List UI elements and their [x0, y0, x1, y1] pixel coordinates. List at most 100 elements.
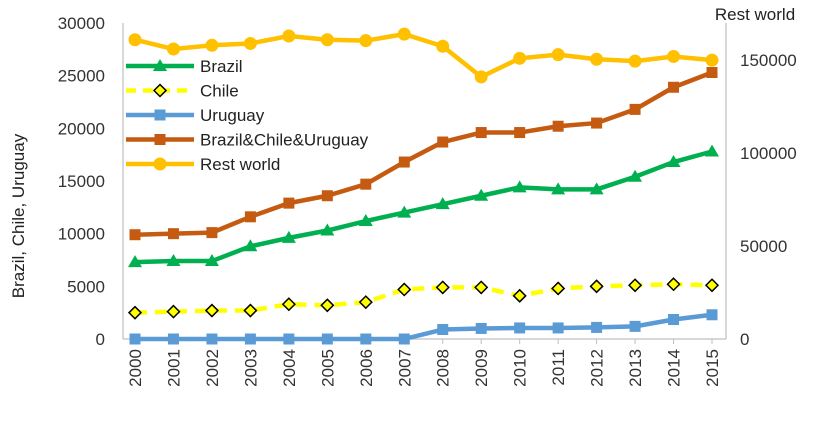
data-point	[705, 144, 719, 157]
data-point	[128, 33, 142, 47]
data-point	[129, 333, 141, 345]
data-point	[243, 36, 257, 50]
data-point	[321, 333, 333, 345]
series-rest-world	[128, 27, 719, 84]
x-tick-label: 2013	[626, 349, 645, 387]
y-tick-label: 10000	[58, 225, 105, 244]
data-point	[628, 54, 642, 68]
data-point	[204, 254, 219, 267]
x-tick-label: 2010	[511, 349, 530, 387]
legend-marker	[152, 83, 168, 98]
data-point	[474, 280, 489, 295]
legend-marker	[153, 157, 167, 171]
legend-item: Brazil	[126, 57, 243, 76]
y2-tick-label: 100000	[740, 144, 797, 163]
data-point	[591, 321, 603, 333]
data-point	[668, 81, 680, 93]
data-point	[358, 295, 373, 310]
series-brazil-chile-uruguay	[129, 67, 718, 241]
series-layer	[127, 27, 720, 345]
data-point	[243, 239, 258, 252]
x-tick-label: 2011	[549, 349, 568, 386]
data-point	[167, 333, 179, 345]
data-point	[205, 38, 219, 52]
legend-item: Uruguay	[126, 106, 265, 125]
data-point	[204, 303, 219, 318]
legend-label: Uruguay	[200, 106, 265, 125]
data-point	[166, 304, 181, 319]
data-point	[551, 48, 565, 62]
data-point	[435, 280, 450, 295]
x-tick-label: 2009	[472, 349, 491, 387]
x-tick-label: 2004	[280, 349, 299, 387]
data-point	[475, 322, 487, 334]
legend-label: Brazil&Chile&Uruguay	[200, 131, 369, 150]
data-point	[475, 127, 487, 139]
data-point	[397, 27, 411, 41]
x-tick-label: 2015	[703, 349, 722, 387]
data-point	[628, 169, 643, 182]
legend-marker	[154, 109, 166, 121]
y-tick-label: 5000	[67, 277, 105, 296]
data-point	[706, 67, 718, 79]
x-tick-label: 2002	[203, 349, 222, 387]
legend-item: Rest world	[126, 155, 280, 174]
data-point	[474, 188, 489, 201]
data-point	[359, 34, 373, 48]
data-point	[629, 320, 641, 332]
series-line	[134, 31, 713, 80]
data-point	[281, 297, 296, 312]
data-point	[358, 214, 373, 227]
series-chile	[127, 277, 720, 320]
data-point	[589, 182, 604, 195]
data-point	[206, 227, 218, 239]
series-uruguay	[129, 309, 718, 345]
data-point	[283, 333, 295, 345]
y-axis-title: Brazil, Chile, Uruguay	[9, 133, 28, 298]
x-tick-label: 2007	[395, 349, 414, 387]
legend-label: Brazil	[200, 57, 243, 76]
y-tick-label: 15000	[58, 172, 105, 191]
data-point	[281, 230, 296, 243]
data-point	[706, 309, 718, 321]
data-point	[167, 228, 179, 240]
data-point	[129, 229, 141, 241]
x-tick-label: 2012	[588, 349, 607, 387]
data-point	[360, 178, 372, 190]
data-point	[474, 70, 488, 84]
series-line	[134, 70, 713, 237]
data-point	[667, 49, 681, 63]
data-point	[668, 314, 680, 326]
data-point	[705, 53, 719, 67]
data-point	[321, 190, 333, 202]
y2-tick-label: 150000	[740, 51, 797, 70]
y2-tick-label: 50000	[740, 237, 787, 256]
data-point	[320, 223, 335, 236]
data-point	[666, 155, 681, 168]
y2-axis-title: Rest world	[715, 5, 795, 24]
data-point	[283, 197, 295, 209]
data-point	[166, 42, 180, 56]
x-tick-label: 2014	[665, 349, 684, 387]
data-point	[437, 136, 449, 148]
data-point	[282, 29, 296, 43]
data-point	[551, 182, 566, 195]
data-point	[398, 156, 410, 168]
series-line	[134, 149, 713, 265]
x-tick-label: 2001	[164, 349, 183, 387]
data-point	[128, 255, 142, 268]
data-point	[552, 322, 564, 334]
y2-tick-label: 0	[740, 330, 749, 349]
x-tick-label: 2003	[241, 349, 260, 387]
data-point	[320, 33, 334, 47]
data-point	[512, 288, 527, 303]
data-point	[166, 254, 181, 267]
data-point	[437, 324, 449, 336]
data-point	[514, 322, 526, 334]
data-point	[127, 305, 143, 320]
data-point	[436, 39, 450, 53]
data-point	[552, 120, 564, 132]
data-point	[629, 103, 641, 115]
